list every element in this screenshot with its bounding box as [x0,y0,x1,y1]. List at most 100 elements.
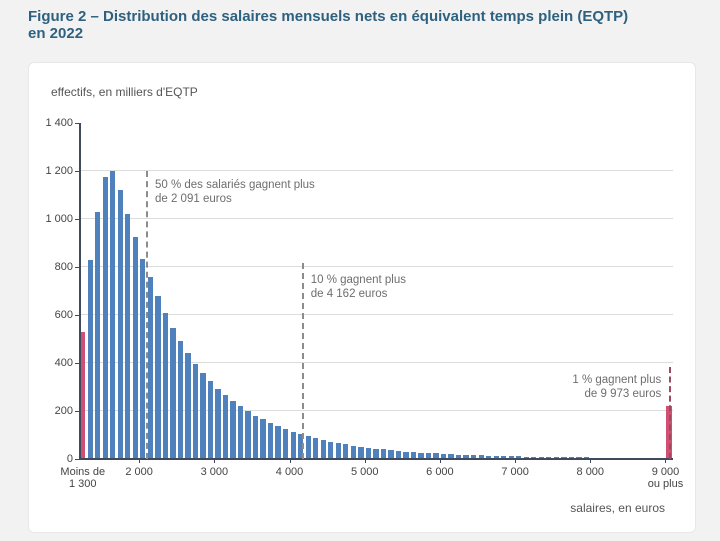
bar [275,426,281,459]
y-tick-mark [75,171,79,172]
bar [335,443,341,459]
bar [140,258,146,459]
bar [87,259,93,459]
y-axis-line [79,123,81,459]
x-tick-mark [439,459,441,463]
bar [523,456,529,459]
bar [305,436,311,459]
x-tick-mark [139,459,141,463]
bar [298,434,304,459]
bar [418,452,424,459]
bar [328,441,334,459]
bar [455,454,462,459]
bar [388,450,394,459]
bar [102,177,108,459]
bar [245,411,251,459]
bar [410,452,417,459]
y-tick-label: 600 [54,309,73,321]
y-tick-mark [75,315,79,316]
quantile-dashed-line [669,367,672,459]
bar [358,446,364,459]
bar [125,214,131,459]
bar [252,415,259,459]
x-tick-mark [364,459,366,463]
bar [222,395,229,459]
bar [470,455,477,459]
bar [313,438,319,459]
x-tick-label: 4 000 [275,466,304,478]
y-tick-label: 1 200 [45,165,73,177]
bar [365,447,372,459]
gridline [79,410,673,411]
bar [478,455,484,459]
chart-card: effectifs, en milliers d'EQTP 50 % des s… [28,62,696,533]
x-tick-mark [515,459,517,463]
bar [117,190,123,459]
x-tick-mark [665,459,667,463]
bar [373,448,379,459]
bar [237,406,244,459]
y-tick-mark [75,363,79,364]
bar [433,453,439,459]
y-tick-label: 1 000 [45,213,73,225]
y-tick-label: 0 [66,453,73,465]
bar-highlighted [666,406,672,459]
quantile-annotation: 50 % des salariés gagnent plus de 2 091 e… [154,179,315,205]
x-tick-label: 5 000 [350,466,379,478]
y-axis-caption: effectifs, en milliers d'EQTP [51,85,198,99]
bar [230,401,236,459]
bar [440,453,447,459]
bar [486,455,492,459]
x-tick-mark [289,459,291,463]
x-axis-line [79,458,673,460]
x-tick-label: Moins de 1 300 [60,466,106,490]
bar [463,454,469,459]
x-tick-label: 6 000 [426,466,454,478]
bar [260,419,266,459]
bar [162,312,169,459]
bar [207,381,214,459]
bar [448,454,454,459]
bar [267,423,274,459]
bar-highlighted [80,331,86,459]
bar [110,171,116,459]
y-tick-mark [75,123,79,124]
figure-title-line2: en 2022 [28,25,84,42]
x-tick-label: 8 000 [576,466,605,478]
gridline [79,170,673,171]
y-tick-label: 1 400 [45,117,73,129]
figure-title-line1: Figure 2 – Distribution des salaires men… [28,8,629,25]
x-tick-mark [214,459,216,463]
x-tick-mark [590,459,592,463]
x-tick-label: 2 000 [125,466,153,478]
y-tick-mark [75,411,79,412]
bar [350,445,356,459]
bar [192,364,199,459]
gridline [79,266,673,267]
bar [177,341,184,459]
x-tick-label: 7 000 [501,466,529,478]
bar [215,388,221,459]
gridline [79,218,673,219]
quantile-dashed-line [301,263,304,459]
bar [200,373,206,459]
x-tick-label: 3 000 [200,466,229,478]
bar [425,453,432,459]
bar [155,295,161,459]
quantile-annotation: 10 % gagnent plus de 4 162 euros [310,274,406,300]
y-tick-mark [75,219,79,220]
bar [320,440,326,459]
bar [283,429,289,459]
bar [546,456,552,459]
bar [185,353,191,459]
bar [493,455,499,459]
bar [538,456,544,459]
bar [170,328,176,459]
bar [95,211,101,459]
plot-area: 50 % des salariés gagnent plus de 2 091 e… [75,123,673,463]
bar [531,456,537,459]
y-tick-label: 800 [54,261,73,273]
gridline [79,362,673,363]
y-tick-label: 200 [54,405,73,417]
